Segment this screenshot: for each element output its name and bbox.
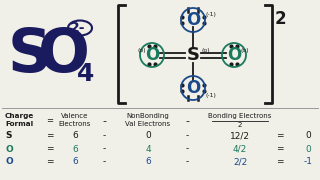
Text: -: - (102, 158, 106, 166)
Text: -: - (102, 132, 106, 141)
Text: -: - (102, 116, 106, 126)
Text: (o): (o) (137, 48, 146, 53)
Text: S: S (8, 26, 52, 84)
Text: 0: 0 (145, 132, 151, 141)
Text: 2/2: 2/2 (233, 158, 247, 166)
Text: -: - (185, 158, 188, 166)
Text: 4: 4 (77, 62, 94, 86)
Text: (o): (o) (201, 48, 210, 53)
Text: (-1): (-1) (206, 93, 217, 98)
Text: 4/2: 4/2 (233, 145, 247, 154)
Text: =: = (46, 132, 54, 141)
Text: =: = (276, 132, 284, 141)
Text: -: - (102, 145, 106, 154)
Text: 12/2: 12/2 (230, 132, 250, 141)
Text: 6: 6 (72, 145, 78, 154)
Text: (o): (o) (240, 48, 249, 53)
Text: 0: 0 (305, 132, 311, 141)
Text: 4: 4 (145, 145, 151, 154)
Text: 0: 0 (305, 145, 311, 154)
Text: 2: 2 (275, 10, 287, 28)
Text: O: O (186, 79, 200, 97)
Text: -: - (185, 132, 188, 141)
Text: S: S (5, 132, 12, 141)
Text: 6: 6 (72, 132, 78, 141)
Text: =: = (46, 158, 54, 166)
Text: Bonding Electrons: Bonding Electrons (208, 113, 272, 119)
Text: NonBonding
Val Electrons: NonBonding Val Electrons (125, 113, 171, 127)
Text: =: = (46, 145, 54, 154)
Text: O: O (5, 158, 13, 166)
Text: O: O (186, 11, 200, 29)
Text: O: O (38, 26, 90, 84)
Text: 6: 6 (145, 158, 151, 166)
Text: Valence
Electrons: Valence Electrons (59, 113, 91, 127)
Text: O: O (145, 46, 159, 64)
Text: 6: 6 (72, 158, 78, 166)
Text: (-1): (-1) (206, 12, 217, 17)
Text: O: O (227, 46, 241, 64)
Text: =: = (276, 145, 284, 154)
Text: 2-: 2- (70, 21, 86, 35)
Text: -: - (185, 116, 189, 126)
Text: 2: 2 (238, 122, 242, 128)
Text: -1: -1 (303, 158, 313, 166)
Text: -: - (185, 145, 188, 154)
Text: =: = (46, 116, 53, 125)
Text: O: O (5, 145, 13, 154)
Text: Charge
Formal: Charge Formal (5, 113, 34, 127)
Text: =: = (276, 158, 284, 166)
Text: S: S (187, 46, 199, 64)
